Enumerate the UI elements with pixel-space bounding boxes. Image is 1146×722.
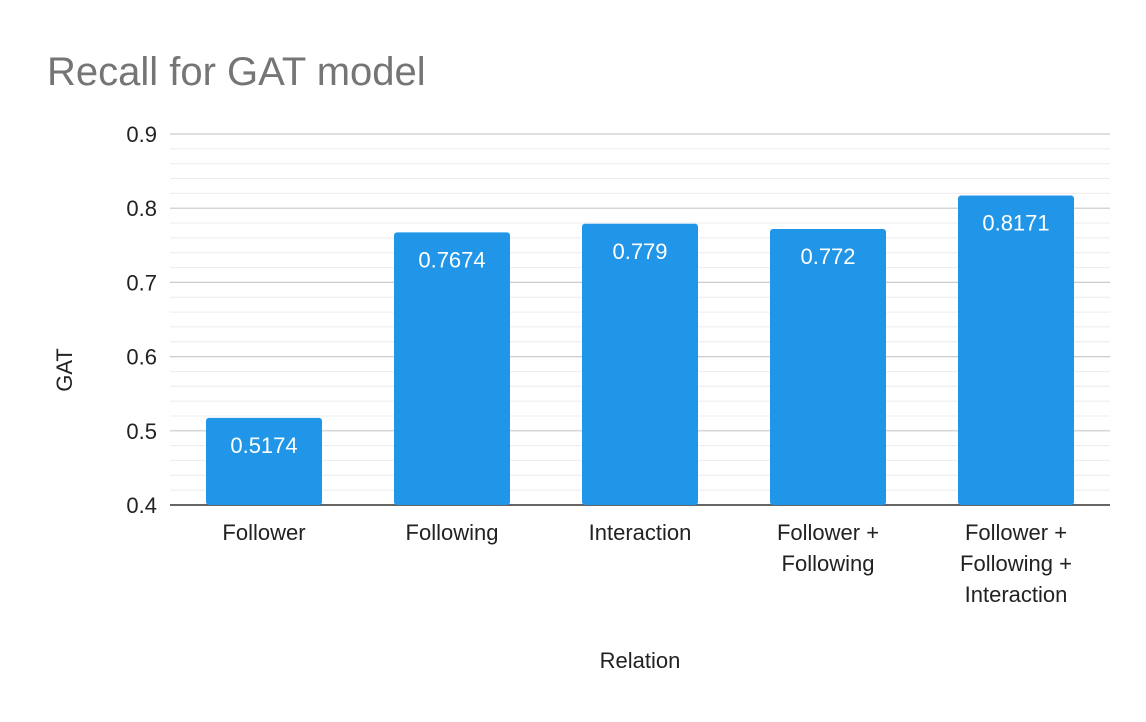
data-label: 0.779 <box>612 239 667 264</box>
data-label: 0.7674 <box>418 247 485 272</box>
y-tick-label: 0.4 <box>126 493 157 518</box>
x-category-label: Following <box>406 520 499 545</box>
x-category-label: Interaction <box>589 520 692 545</box>
x-axis-categories: Follower Following Interaction Follower + Fo… <box>222 520 1072 607</box>
x-category-label: Follower + Following + Interaction <box>960 520 1072 607</box>
data-label: 0.772 <box>800 244 855 269</box>
data-label: 0.8171 <box>982 211 1049 236</box>
data-labels: 0.5174 0.7674 0.779 0.772 0.8171 <box>230 211 1049 458</box>
y-axis-ticks: 0.4 0.5 0.6 0.7 0.8 0.9 <box>126 122 157 518</box>
y-tick-label: 0.5 <box>126 419 157 444</box>
bar <box>394 232 510 505</box>
y-tick-label: 0.8 <box>126 196 157 221</box>
data-label: 0.5174 <box>230 433 297 458</box>
y-tick-label: 0.7 <box>126 270 157 295</box>
y-tick-label: 0.6 <box>126 345 157 370</box>
bar <box>582 223 698 506</box>
bar <box>958 195 1074 506</box>
bar <box>770 228 886 505</box>
y-tick-label: 0.9 <box>126 122 157 147</box>
x-category-label: Follower + Following <box>777 520 879 576</box>
x-category-label: Follower <box>222 520 305 545</box>
y-axis-title: GAT <box>52 348 77 392</box>
chart-title: Recall for GAT model <box>47 50 426 94</box>
bar <box>206 417 322 505</box>
x-axis-title: Relation <box>600 648 681 673</box>
bars <box>206 195 1074 506</box>
